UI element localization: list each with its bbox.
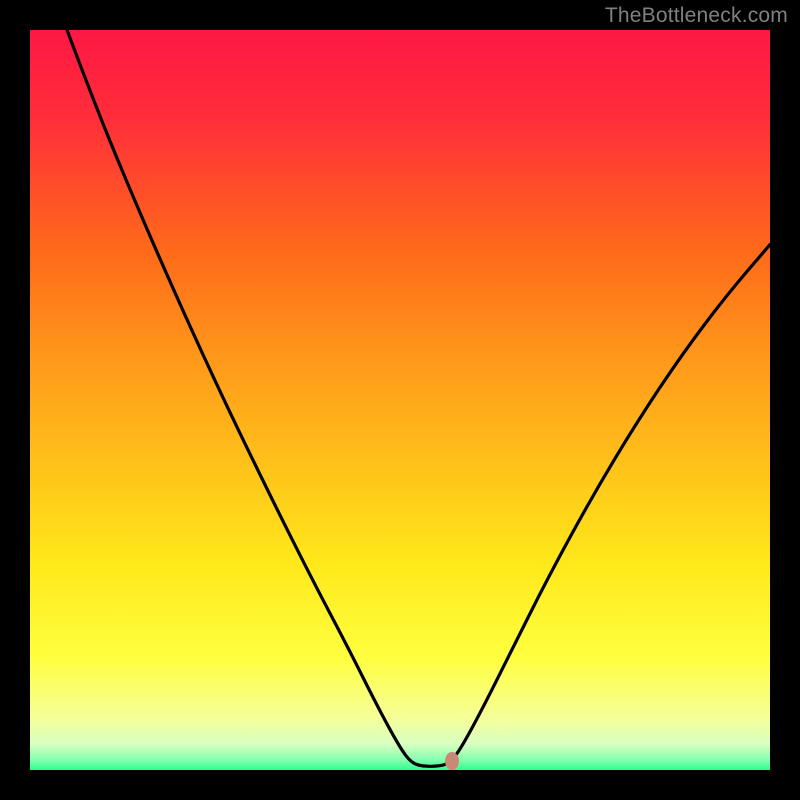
bottleneck-curve — [67, 30, 770, 766]
optimal-point-marker — [445, 752, 459, 770]
watermark-text: TheBottleneck.com — [605, 4, 788, 28]
curve-svg — [30, 30, 770, 770]
plot-area — [30, 30, 770, 770]
